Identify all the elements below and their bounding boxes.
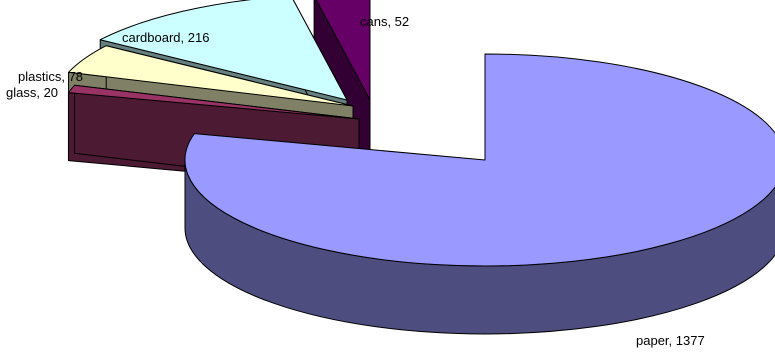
pie-slice-paper[interactable] — [184, 53, 775, 267]
pie-top-layer — [67, 0, 775, 335]
pie-slice-glass[interactable] — [67, 84, 360, 120]
pie-slice-cardboard[interactable] — [99, 0, 348, 101]
data-label-glass: glass, 20 — [6, 85, 58, 100]
pie-slice-plastics[interactable] — [68, 45, 354, 107]
data-label-paper: paper, 1377 — [636, 333, 705, 348]
data-label-plastics: plastics, 78 — [18, 69, 83, 84]
pie-slice-cans[interactable] — [314, 0, 371, 101]
data-label-cardboard: cardboard, 216 — [122, 30, 209, 45]
data-label-cans: cans, 52 — [360, 14, 409, 29]
pie-slice-group-paper — [184, 53, 775, 335]
